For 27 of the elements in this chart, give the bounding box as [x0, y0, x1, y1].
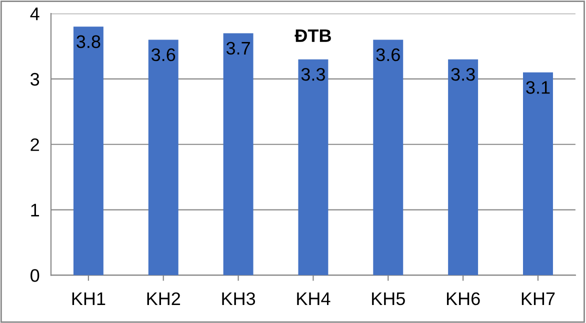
y-tick-label: 3	[30, 72, 40, 86]
x-tick-label: KH1	[72, 292, 106, 305]
data-label: 3.7	[226, 42, 250, 55]
data-label: 3.6	[152, 48, 176, 62]
x-tick-label: KH7	[522, 292, 555, 305]
bar	[448, 59, 478, 276]
x-tick-label: KH6	[446, 292, 480, 306]
data-label: 3.6	[376, 48, 400, 62]
x-tick-label: KH5	[372, 292, 405, 306]
bar	[148, 40, 178, 276]
data-label: 3.8	[76, 35, 100, 48]
data-label: 3.3	[451, 68, 475, 81]
bar	[223, 33, 254, 276]
bar	[523, 72, 553, 276]
y-tick-label: 2	[30, 138, 39, 151]
x-tick-label: KH3	[222, 292, 256, 306]
y-tick-label: 1	[31, 204, 39, 216]
bar	[373, 40, 404, 276]
text: ĐTB	[294, 29, 331, 42]
bar	[73, 26, 104, 276]
y-tick-label: 0	[30, 269, 40, 282]
data-label: 3.1	[526, 81, 550, 94]
y-tick-label: 4	[30, 8, 40, 20]
data-label: 3.3	[301, 68, 325, 81]
x-tick-label: KH4	[297, 292, 330, 305]
bar	[298, 59, 328, 276]
x-tick-label: KH2	[147, 292, 180, 305]
